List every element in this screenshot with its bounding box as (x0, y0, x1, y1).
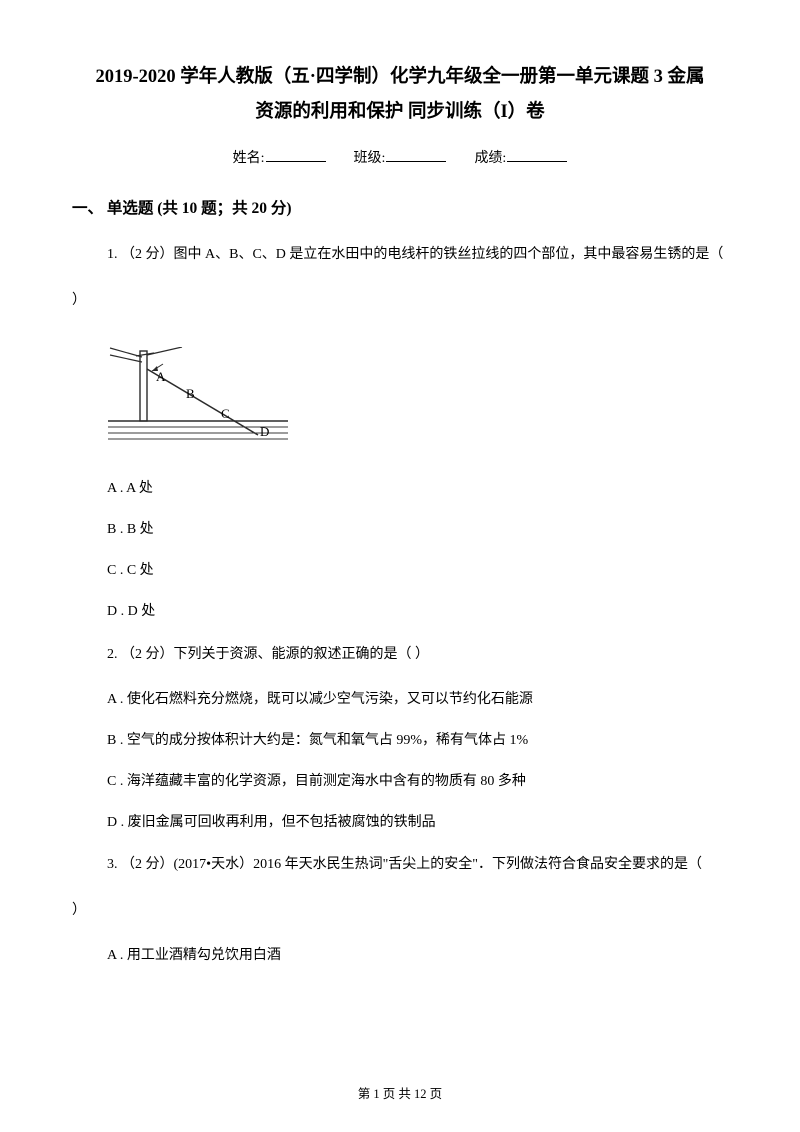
q1-stem-b: ） (72, 287, 728, 315)
score-label: 成绩: (474, 151, 506, 166)
q3-stem-a: 3. （2 分）(2017•天水）2016 年天水民生热词"舌尖上的安全"．下列… (72, 851, 728, 879)
q1-option-b: B . B 处 (72, 517, 728, 542)
label-d: D (260, 424, 269, 439)
q1-option-c: C . C 处 (72, 558, 728, 583)
q2-option-d: D . 废旧金属可回收再利用，但不包括被腐蚀的铁制品 (72, 810, 728, 835)
label-c: C (221, 406, 230, 421)
score-blank[interactable] (507, 148, 567, 162)
q1-option-a: A . A 处 (72, 476, 728, 501)
q2-option-a: A . 使化石燃料充分燃烧，既可以减少空气污染，又可以节约化石能源 (72, 687, 728, 712)
q3-stem-b: ） (72, 897, 728, 925)
form-line: 姓名: 班级: 成绩: (72, 148, 728, 170)
title-line-1: 2019-2020 学年人教版（五·四学制）化学九年级全一册第一单元课题 3 金… (72, 60, 728, 95)
page-footer: 第 1 页 共 12 页 (0, 1084, 800, 1104)
q1-stem-a: 1. （2 分）图中 A、B、C、D 是立在水田中的电线杆的铁丝拉线的四个部位，… (72, 241, 728, 269)
page-title: 2019-2020 学年人教版（五·四学制）化学九年级全一册第一单元课题 3 金… (72, 60, 728, 130)
label-b: B (186, 386, 195, 401)
section-1-heading: 一、 单选题 (共 10 题；共 20 分) (72, 197, 728, 222)
q2-stem: 2. （2 分）下列关于资源、能源的叙述正确的是（ ） (72, 641, 728, 669)
q1-option-d: D . D 处 (72, 599, 728, 624)
name-blank[interactable] (266, 148, 326, 162)
q1-diagram: A B C D (108, 347, 288, 447)
q3-option-a: A . 用工业酒精勾兑饮用白酒 (72, 943, 728, 968)
class-label: 班级: (354, 151, 386, 166)
class-blank[interactable] (386, 148, 446, 162)
title-line-2: 资源的利用和保护 同步训练（I）卷 (72, 95, 728, 130)
label-a: A (156, 369, 166, 384)
name-label: 姓名: (233, 151, 265, 166)
q2-option-c: C . 海洋蕴藏丰富的化学资源，目前测定海水中含有的物质有 80 多种 (72, 769, 728, 794)
q2-option-b: B . 空气的成分按体积计大约是：氮气和氧气占 99%，稀有气体占 1% (72, 728, 728, 753)
